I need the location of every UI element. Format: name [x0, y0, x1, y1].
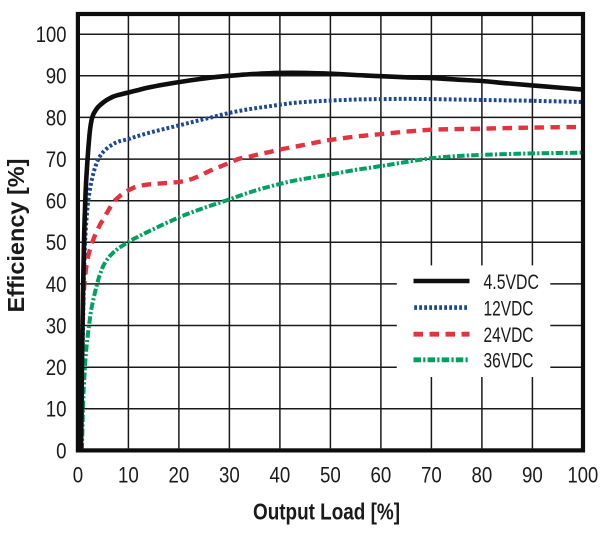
- svg-text:24VDC: 24VDC: [484, 323, 534, 347]
- svg-text:30: 30: [219, 463, 240, 488]
- svg-text:Efficiency [%]: Efficiency [%]: [3, 159, 29, 313]
- svg-text:90: 90: [522, 463, 543, 488]
- svg-text:40: 40: [46, 272, 67, 297]
- svg-text:70: 70: [46, 147, 67, 172]
- svg-text:30: 30: [46, 313, 67, 338]
- svg-text:0: 0: [56, 438, 66, 463]
- svg-text:80: 80: [472, 463, 493, 488]
- svg-text:10: 10: [118, 463, 139, 488]
- svg-text:100: 100: [568, 463, 599, 488]
- svg-text:Output Load [%]: Output Load [%]: [253, 499, 400, 525]
- svg-text:50: 50: [46, 230, 67, 255]
- svg-text:70: 70: [421, 463, 442, 488]
- svg-text:10: 10: [46, 397, 67, 422]
- svg-text:4.5VDC: 4.5VDC: [484, 270, 539, 294]
- svg-text:50: 50: [320, 463, 341, 488]
- svg-text:100: 100: [36, 22, 67, 47]
- svg-text:20: 20: [169, 463, 190, 488]
- svg-text:0: 0: [73, 463, 83, 488]
- svg-text:20: 20: [46, 355, 67, 380]
- svg-text:36VDC: 36VDC: [484, 349, 534, 373]
- svg-text:40: 40: [270, 463, 291, 488]
- svg-text:12VDC: 12VDC: [484, 297, 534, 321]
- svg-text:60: 60: [46, 189, 67, 214]
- svg-text:90: 90: [46, 64, 67, 89]
- svg-text:60: 60: [371, 463, 392, 488]
- svg-text:80: 80: [46, 105, 67, 130]
